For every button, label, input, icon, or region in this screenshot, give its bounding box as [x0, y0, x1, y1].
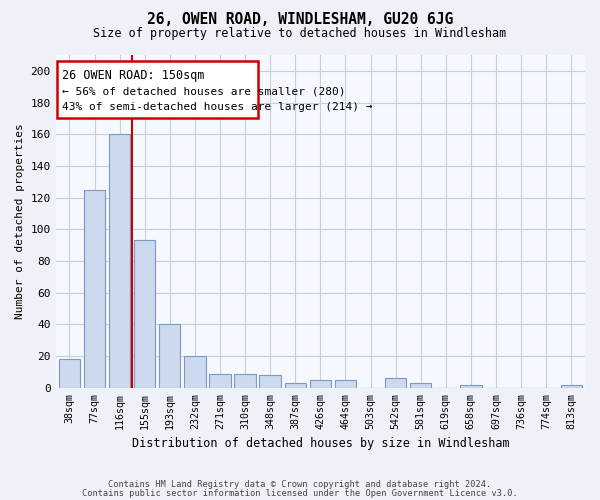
Text: ← 56% of detached houses are smaller (280): ← 56% of detached houses are smaller (28… — [62, 86, 346, 97]
FancyBboxPatch shape — [58, 62, 258, 118]
Bar — [109, 134, 130, 388]
Bar — [259, 375, 281, 388]
Bar — [410, 383, 431, 388]
Y-axis label: Number of detached properties: Number of detached properties — [15, 124, 25, 320]
Bar — [184, 356, 206, 388]
Bar — [84, 190, 105, 388]
Bar — [385, 378, 406, 388]
Bar — [310, 380, 331, 388]
Text: Contains public sector information licensed under the Open Government Licence v3: Contains public sector information licen… — [82, 488, 518, 498]
Bar — [209, 374, 230, 388]
Text: 43% of semi-detached houses are larger (214) →: 43% of semi-detached houses are larger (… — [62, 102, 373, 113]
X-axis label: Distribution of detached houses by size in Windlesham: Distribution of detached houses by size … — [131, 437, 509, 450]
Bar — [235, 374, 256, 388]
Bar — [560, 384, 582, 388]
Text: 26 OWEN ROAD: 150sqm: 26 OWEN ROAD: 150sqm — [62, 69, 205, 82]
Bar — [59, 360, 80, 388]
Text: Size of property relative to detached houses in Windlesham: Size of property relative to detached ho… — [94, 28, 506, 40]
Text: Contains HM Land Registry data © Crown copyright and database right 2024.: Contains HM Land Registry data © Crown c… — [109, 480, 491, 489]
Bar — [134, 240, 155, 388]
Bar — [159, 324, 181, 388]
Text: 26, OWEN ROAD, WINDLESHAM, GU20 6JG: 26, OWEN ROAD, WINDLESHAM, GU20 6JG — [147, 12, 453, 28]
Bar — [284, 383, 306, 388]
Bar — [335, 380, 356, 388]
Bar — [460, 384, 482, 388]
